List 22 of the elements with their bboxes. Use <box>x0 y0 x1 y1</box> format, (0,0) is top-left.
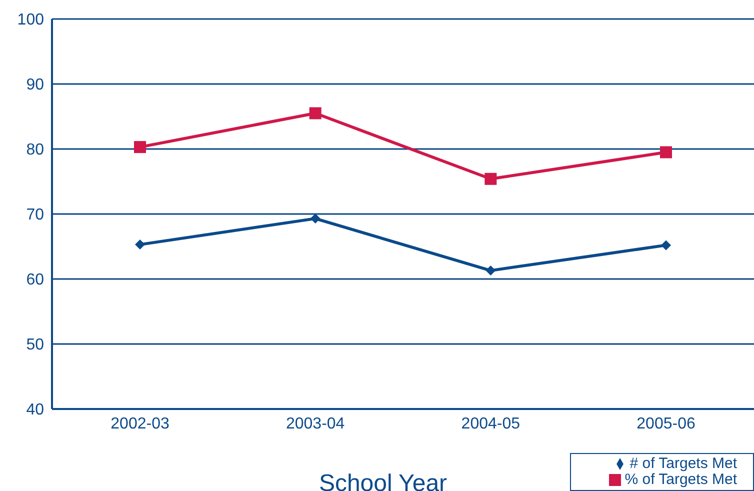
legend-label: # of Targets Met <box>630 455 737 472</box>
y-tick-label: 90 <box>26 76 44 94</box>
legend-label: % of Targets Met <box>624 471 737 488</box>
y-tick-label: 80 <box>26 142 44 159</box>
y-tick-label: 100 <box>17 12 44 29</box>
y-tick-label: 40 <box>26 402 44 419</box>
x-tick-label: 2002-03 <box>110 415 170 432</box>
point <box>660 146 672 158</box>
x-tick-label: 2004-05 <box>461 415 520 432</box>
point <box>661 240 671 250</box>
x-tick-label: 2005-06 <box>636 415 696 432</box>
y-tick-label: 70 <box>26 206 44 224</box>
point <box>486 266 496 276</box>
point <box>135 240 145 250</box>
point <box>484 172 497 185</box>
point <box>310 214 320 224</box>
y-tick-label: 60 <box>26 272 44 289</box>
x-axis-title: School Year <box>318 470 448 491</box>
x-tick-label: 2003-04 <box>286 415 345 432</box>
point <box>309 107 322 120</box>
point <box>134 141 146 154</box>
y-tick-label: 50 <box>26 336 44 354</box>
